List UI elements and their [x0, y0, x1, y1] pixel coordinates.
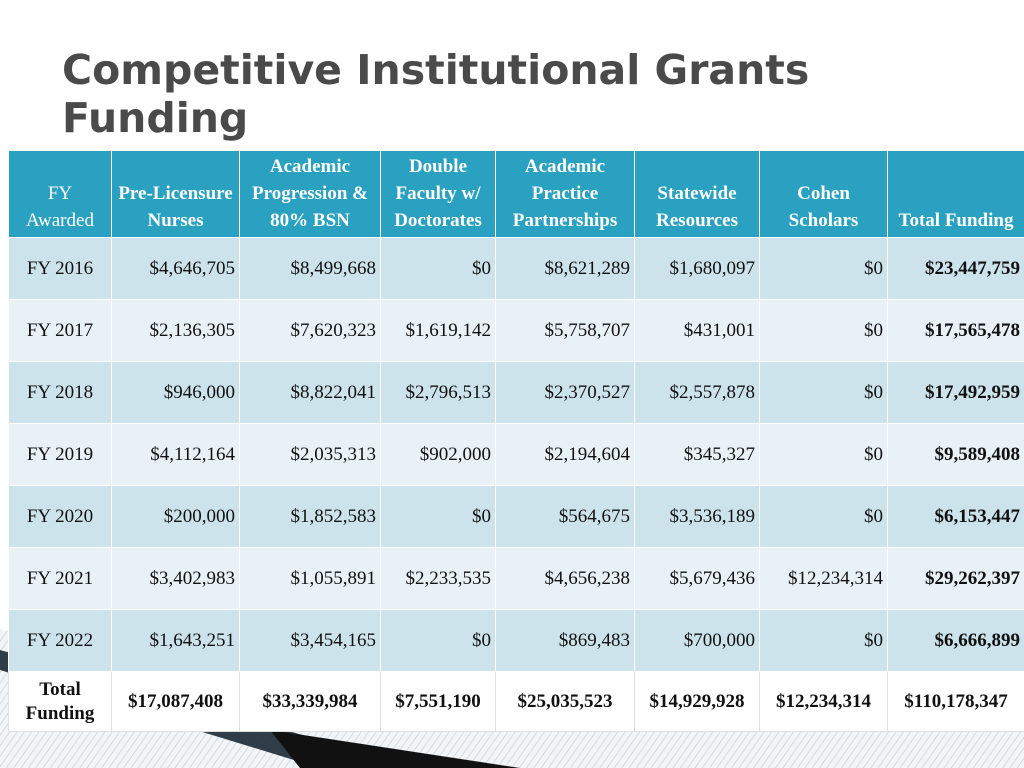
cell-value: $1,619,142: [380, 299, 496, 362]
table-row: FY 2020 $200,000 $1,852,583 $0 $564,675 …: [8, 485, 1024, 548]
cell-value: $1,680,097: [634, 237, 760, 300]
cell-value: $1,852,583: [239, 485, 381, 548]
cell-fy: FY 2020: [8, 485, 112, 548]
cell-value: $7,620,323: [239, 299, 381, 362]
cell-value: $700,000: [634, 609, 760, 672]
cell-value: $345,327: [634, 423, 760, 486]
cell-value: $0: [759, 299, 888, 362]
cell-column-total: $33,339,984: [239, 671, 381, 732]
cell-column-total: $25,035,523: [495, 671, 635, 732]
cell-value: $869,483: [495, 609, 635, 672]
cell-value: $0: [759, 361, 888, 424]
cell-value: $8,822,041: [239, 361, 381, 424]
cell-value: $2,035,313: [239, 423, 381, 486]
cell-value: $2,796,513: [380, 361, 496, 424]
cell-value: $2,194,604: [495, 423, 635, 486]
cell-value: $1,055,891: [239, 547, 381, 610]
cell-value: $0: [759, 423, 888, 486]
cell-value: $2,557,878: [634, 361, 760, 424]
cell-value: $2,233,535: [380, 547, 496, 610]
cell-fy: FY 2021: [8, 547, 112, 610]
cell-value: $8,621,289: [495, 237, 635, 300]
cell-fy: FY 2022: [8, 609, 112, 672]
cell-row-total: $17,565,478: [887, 299, 1024, 362]
cell-fy: FY 2018: [8, 361, 112, 424]
cell-fy: FY 2017: [8, 299, 112, 362]
cell-value: $5,758,707: [495, 299, 635, 362]
cell-value: $564,675: [495, 485, 635, 548]
cell-value: $431,001: [634, 299, 760, 362]
cell-totals-label: Total Funding: [8, 671, 112, 732]
cell-value: $2,136,305: [111, 299, 240, 362]
table-row: FY 2021 $3,402,983 $1,055,891 $2,233,535…: [8, 547, 1024, 610]
cell-row-total: $17,492,959: [887, 361, 1024, 424]
cell-fy: FY 2019: [8, 423, 112, 486]
cell-value: $0: [380, 485, 496, 548]
cell-row-total: $6,153,447: [887, 485, 1024, 548]
cell-row-total: $9,589,408: [887, 423, 1024, 486]
table-row: FY 2016 $4,646,705 $8,499,668 $0 $8,621,…: [8, 237, 1024, 300]
table-row: FY 2022 $1,643,251 $3,454,165 $0 $869,48…: [8, 609, 1024, 672]
table-row: FY 2019 $4,112,164 $2,035,313 $902,000 $…: [8, 423, 1024, 486]
cell-column-total: $17,087,408: [111, 671, 240, 732]
header-academic-progression: Academic Progression & 80% BSN: [239, 150, 381, 238]
cell-value: $3,536,189: [634, 485, 760, 548]
cell-value: $946,000: [111, 361, 240, 424]
table-totals-row: Total Funding $17,087,408 $33,339,984 $7…: [8, 671, 1024, 732]
cell-row-total: $29,262,397: [887, 547, 1024, 610]
slide-title: Competitive Institutional Grants Funding: [62, 46, 810, 142]
cell-value: $4,646,705: [111, 237, 240, 300]
cell-value: $902,000: [380, 423, 496, 486]
cell-value: $4,112,164: [111, 423, 240, 486]
cell-value: $3,402,983: [111, 547, 240, 610]
cell-value: $0: [759, 485, 888, 548]
cell-value: $3,454,165: [239, 609, 381, 672]
table-body: FY 2016 $4,646,705 $8,499,668 $0 $8,621,…: [8, 237, 1024, 732]
cell-value: $12,234,314: [759, 547, 888, 610]
header-total-funding: Total Funding: [887, 150, 1024, 238]
cell-grand-total: $110,178,347: [887, 671, 1024, 732]
cell-row-total: $23,447,759: [887, 237, 1024, 300]
header-fy-awarded: FY Awarded: [8, 150, 112, 238]
header-double-faculty: Double Faculty w/ Doctorates: [380, 150, 496, 238]
table-row: FY 2017 $2,136,305 $7,620,323 $1,619,142…: [8, 299, 1024, 362]
cell-value: $200,000: [111, 485, 240, 548]
cell-value: $0: [759, 237, 888, 300]
cell-value: $2,370,527: [495, 361, 635, 424]
table-header-row: FY Awarded Pre-Licensure Nurses Academic…: [8, 150, 1024, 238]
cell-value: $0: [380, 609, 496, 672]
table-row: FY 2018 $946,000 $8,822,041 $2,796,513 $…: [8, 361, 1024, 424]
cell-value: $4,656,238: [495, 547, 635, 610]
cell-value: $0: [759, 609, 888, 672]
grants-funding-table: FY Awarded Pre-Licensure Nurses Academic…: [8, 150, 1024, 732]
cell-value: $5,679,436: [634, 547, 760, 610]
header-pre-licensure-nurses: Pre-Licensure Nurses: [111, 150, 240, 238]
cell-column-total: $12,234,314: [759, 671, 888, 732]
cell-value: $8,499,668: [239, 237, 381, 300]
header-cohen-scholars: Cohen Scholars: [759, 150, 888, 238]
cell-row-total: $6,666,899: [887, 609, 1024, 672]
cell-value: $0: [380, 237, 496, 300]
cell-column-total: $7,551,190: [380, 671, 496, 732]
cell-value: $1,643,251: [111, 609, 240, 672]
header-statewide-resources: Statewide Resources: [634, 150, 760, 238]
cell-fy: FY 2016: [8, 237, 112, 300]
cell-column-total: $14,929,928: [634, 671, 760, 732]
header-academic-practice-partnerships: Academic Practice Partnerships: [495, 150, 635, 238]
